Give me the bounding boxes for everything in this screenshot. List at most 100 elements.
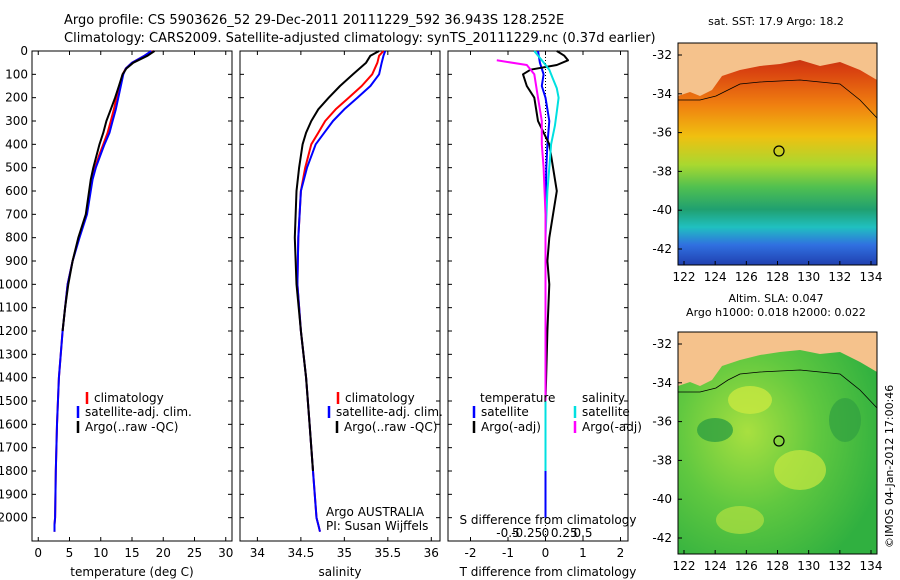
y-tick-label: 1200 xyxy=(0,324,28,338)
shelf-contour xyxy=(678,79,878,119)
y-tick-label: 1600 xyxy=(0,417,28,431)
map-x-tick-label: 130 xyxy=(797,270,820,284)
map-y-tick-label: -32 xyxy=(652,48,672,62)
map-x-tick-label: 124 xyxy=(704,270,727,284)
legend-t-argo: Argo(-adj) xyxy=(481,420,541,434)
title-line-1: Argo profile: CS 5903626_52 29-Dec-2011 … xyxy=(64,13,564,28)
legend-argo: Argo(..raw -QC) xyxy=(344,420,437,434)
map-x-tick-label: 132 xyxy=(828,270,851,284)
y-tick-label: 1800 xyxy=(0,464,28,478)
s-tick-label: 0.25 xyxy=(551,526,578,540)
difference-toplabel: S difference from climatology xyxy=(460,513,637,527)
y-tick-label: 200 xyxy=(5,91,28,105)
map-y-tick-label: -34 xyxy=(652,376,672,390)
temperature-xlabel: temperature (deg C) xyxy=(70,565,193,579)
s-tick-label: -0.5 xyxy=(496,526,519,540)
land-mass xyxy=(678,332,877,386)
legend-satellite: satellite-adj. clim. xyxy=(85,405,192,419)
y-tick-label: 2000 xyxy=(0,511,28,525)
temperature-legend: climatology satellite-adj. clim. Argo(..… xyxy=(76,391,192,434)
argo-position-marker xyxy=(773,435,785,447)
argo-operator-label: Argo AUSTRALIA xyxy=(326,505,425,519)
x-tick-label: 15 xyxy=(124,546,139,560)
legend-climatology: climatology xyxy=(345,391,415,405)
series-argo-raw-qc- xyxy=(61,50,156,332)
map-x-tick-label: 126 xyxy=(735,559,758,573)
series-s-argo-adj- xyxy=(496,59,547,401)
x-tick-label: 0 xyxy=(542,546,550,560)
x-tick-label: 35.5 xyxy=(374,546,401,560)
y-tick-label: 1000 xyxy=(0,277,28,291)
y-tick-label: 800 xyxy=(5,231,28,245)
series-satellite-adj-clim- xyxy=(53,50,152,532)
sla-anomaly xyxy=(774,450,826,490)
salinity-xlabel: salinity xyxy=(318,565,361,579)
y-tick-label: 600 xyxy=(5,184,28,198)
sla-map-title-2: Argo h1000: 0.018 h2000: 0.022 xyxy=(686,306,866,319)
copyright-footer: ©IMOS 04-Jan-2012 17:00:46 xyxy=(883,385,896,548)
sla-map-title-1: Altim. SLA: 0.047 xyxy=(728,292,823,305)
y-tick-label: 1700 xyxy=(0,441,28,455)
salinity-panel xyxy=(239,50,441,542)
x-tick-label: -2 xyxy=(465,546,477,560)
x-tick-label: 1 xyxy=(579,546,587,560)
x-tick-label: 34.5 xyxy=(288,546,315,560)
sla-anomaly xyxy=(697,418,733,442)
legend-s-satellite: satellite xyxy=(582,405,630,419)
series-t-satellite xyxy=(537,50,551,518)
map-x-tick-label: 122 xyxy=(673,270,696,284)
map-y-tick-label: -36 xyxy=(652,415,672,429)
argo-position-marker xyxy=(773,145,785,157)
map-x-tick-label: 124 xyxy=(704,559,727,573)
s-tick-label: 0.5 xyxy=(573,526,592,540)
x-tick-label: 34 xyxy=(250,546,265,560)
x-tick-label: 10 xyxy=(93,546,108,560)
map-x-tick-label: 122 xyxy=(673,559,696,573)
map-y-tick-label: -34 xyxy=(652,87,672,101)
s-tick-label: 0 xyxy=(542,526,550,540)
sla-anomaly xyxy=(716,506,764,534)
title-line-2: Climatology: CARS2009. Satellite-adjuste… xyxy=(64,31,656,46)
difference-panel xyxy=(447,50,629,542)
y-tick-label: 900 xyxy=(5,254,28,268)
map-y-tick-label: -40 xyxy=(652,492,672,506)
legend-satellite: satellite-adj. clim. xyxy=(336,405,443,419)
map-y-tick-label: -42 xyxy=(652,242,672,256)
y-tick-label: 100 xyxy=(5,67,28,81)
temperature-panel xyxy=(31,50,233,542)
map-x-tick-label: 128 xyxy=(766,270,789,284)
legend-title-salinity: salinity xyxy=(582,391,625,405)
salinity-plot: 34 34.5 35 35.5 36 xyxy=(240,50,440,560)
land-mass xyxy=(678,43,877,96)
s-tick-label: -0.25 xyxy=(511,526,542,540)
y-tick-label: 300 xyxy=(5,114,28,128)
sst-map xyxy=(677,42,878,266)
series-climatology xyxy=(53,50,154,532)
y-tick-label: 1300 xyxy=(0,347,28,361)
x-tick-label: 0 xyxy=(34,546,42,560)
map-y-tick-label: -40 xyxy=(652,203,672,217)
temperature-plot: 0 5 10 15 20 25 300100200300400500600700800900… xyxy=(0,44,233,560)
x-tick-label: 5 xyxy=(66,546,74,560)
y-tick-label: 0 xyxy=(20,44,28,58)
sla-anomaly xyxy=(829,398,861,442)
legend-argo: Argo(..raw -QC) xyxy=(85,420,178,434)
difference-xlabel: T difference from climatology xyxy=(459,565,637,579)
legend-title-temperature: temperature xyxy=(480,391,555,405)
sla-anomaly xyxy=(728,386,772,414)
map-x-tick-label: 126 xyxy=(735,270,758,284)
map-x-tick-label: 132 xyxy=(828,559,851,573)
map-x-tick-label: 128 xyxy=(766,559,789,573)
x-tick-label: -1 xyxy=(502,546,514,560)
map-y-tick-label: -38 xyxy=(652,164,672,178)
x-tick-label: 25 xyxy=(187,546,202,560)
sst-map-title: sat. SST: 17.9 Argo: 18.2 xyxy=(708,15,844,28)
map-y-tick-label: -32 xyxy=(652,337,672,351)
map-y-tick-label: -38 xyxy=(652,453,672,467)
x-tick-label: 20 xyxy=(156,546,171,560)
y-tick-label: 1500 xyxy=(0,394,28,408)
map-x-tick-label: 134 xyxy=(860,559,883,573)
